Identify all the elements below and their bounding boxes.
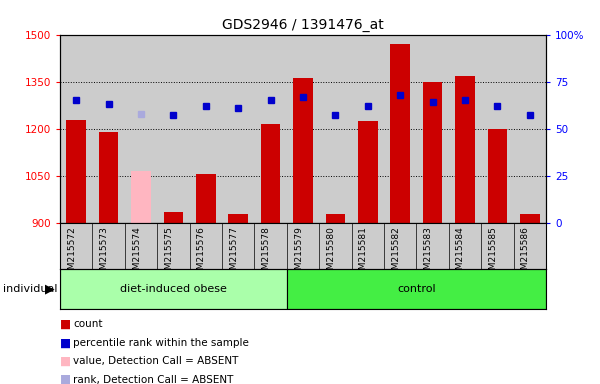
Bar: [287, 269, 546, 309]
Text: GSM215583: GSM215583: [424, 227, 433, 281]
Bar: [67, 120, 86, 223]
Text: GSM215574: GSM215574: [132, 227, 141, 281]
Title: GDS2946 / 1391476_at: GDS2946 / 1391476_at: [222, 18, 384, 32]
Bar: [229, 214, 248, 223]
Bar: [196, 174, 215, 223]
Bar: [520, 214, 539, 223]
Bar: [455, 76, 475, 223]
Text: GSM215575: GSM215575: [164, 227, 173, 281]
Bar: [391, 44, 410, 223]
Text: GSM215580: GSM215580: [326, 227, 335, 281]
Bar: [164, 212, 183, 223]
Text: count: count: [73, 319, 103, 329]
Bar: [60, 269, 287, 309]
Text: ■: ■: [60, 355, 71, 368]
Bar: [358, 121, 377, 223]
Bar: [131, 171, 151, 223]
Text: value, Detection Call = ABSENT: value, Detection Call = ABSENT: [73, 356, 239, 366]
Text: GSM215585: GSM215585: [488, 227, 497, 281]
Text: GSM215579: GSM215579: [294, 227, 303, 281]
Text: diet-induced obese: diet-induced obese: [120, 284, 227, 294]
Text: GSM215577: GSM215577: [229, 227, 238, 281]
Text: ■: ■: [60, 373, 71, 384]
Bar: [261, 124, 280, 223]
Text: GSM215582: GSM215582: [391, 227, 400, 281]
Text: GSM215586: GSM215586: [521, 227, 530, 281]
Bar: [293, 78, 313, 223]
Text: GSM215573: GSM215573: [100, 227, 109, 281]
Bar: [488, 129, 507, 223]
Text: GSM215578: GSM215578: [262, 227, 271, 281]
Text: GSM215572: GSM215572: [67, 227, 76, 281]
Text: control: control: [397, 284, 436, 294]
Text: GSM215581: GSM215581: [359, 227, 368, 281]
Bar: [423, 81, 442, 223]
Text: rank, Detection Call = ABSENT: rank, Detection Call = ABSENT: [73, 375, 233, 384]
Text: ■: ■: [60, 318, 71, 331]
Text: GSM215584: GSM215584: [456, 227, 465, 281]
Text: ■: ■: [60, 336, 71, 349]
Text: individual: individual: [3, 284, 58, 294]
Bar: [326, 214, 345, 223]
Text: percentile rank within the sample: percentile rank within the sample: [73, 338, 249, 348]
Text: GSM215576: GSM215576: [197, 227, 206, 281]
Text: ▶: ▶: [45, 283, 55, 295]
Bar: [99, 132, 118, 223]
